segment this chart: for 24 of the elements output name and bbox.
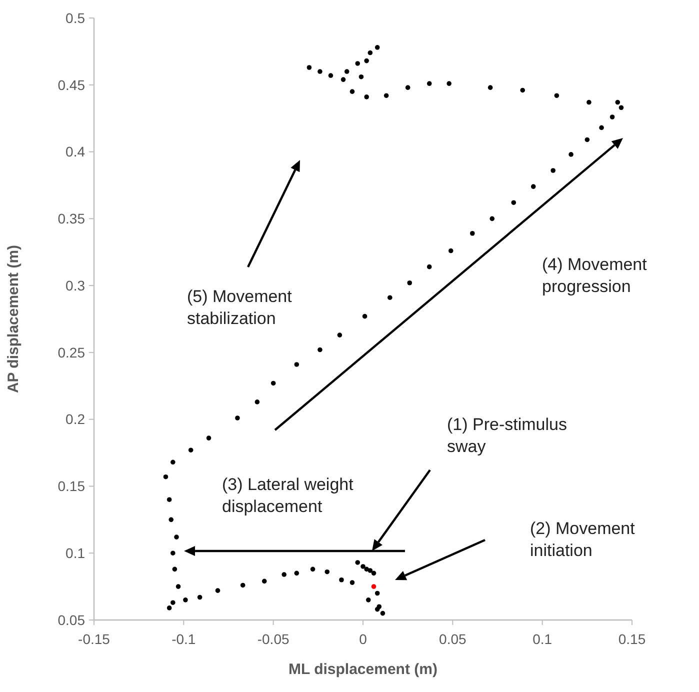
annotation: (2) Movement initiation: [530, 519, 636, 560]
y-axis-title: AP displacement (m): [5, 244, 22, 394]
y-tick-label: 0.3: [66, 277, 86, 294]
annotation: (4) Movement progression: [542, 255, 648, 296]
y-tick-label: 0.35: [58, 210, 86, 227]
annotation: (1) Pre-stimulus sway: [447, 415, 567, 456]
y-tick-label: 0.05: [58, 612, 86, 628]
annotation: (5) Movement stabilization: [187, 287, 292, 328]
y-tick-label: 0.5: [66, 10, 86, 26]
y-tick-label: 0.2: [66, 411, 86, 428]
x-tick-label: -0.05: [257, 631, 290, 647]
x-tick-label: 0.1: [532, 631, 552, 647]
y-tick-label: 0.4: [66, 144, 86, 160]
y-tick-label: 0.45: [58, 76, 86, 93]
y-tick-label: 0.15: [58, 478, 86, 494]
y-tick-label: 0.25: [58, 344, 86, 360]
annotation: (3) Lateral weight displacement: [222, 475, 354, 516]
x-tick-label: 0: [359, 631, 368, 647]
x-axis-title: ML displacement (m): [288, 661, 438, 678]
x-tick-label: -0.15: [78, 631, 110, 647]
x-tick-label: -0.1: [172, 631, 196, 647]
x-tick-label: 0.15: [618, 631, 646, 647]
y-tick-label: 0.1: [66, 545, 86, 562]
x-tick-label: 0.05: [439, 631, 467, 647]
